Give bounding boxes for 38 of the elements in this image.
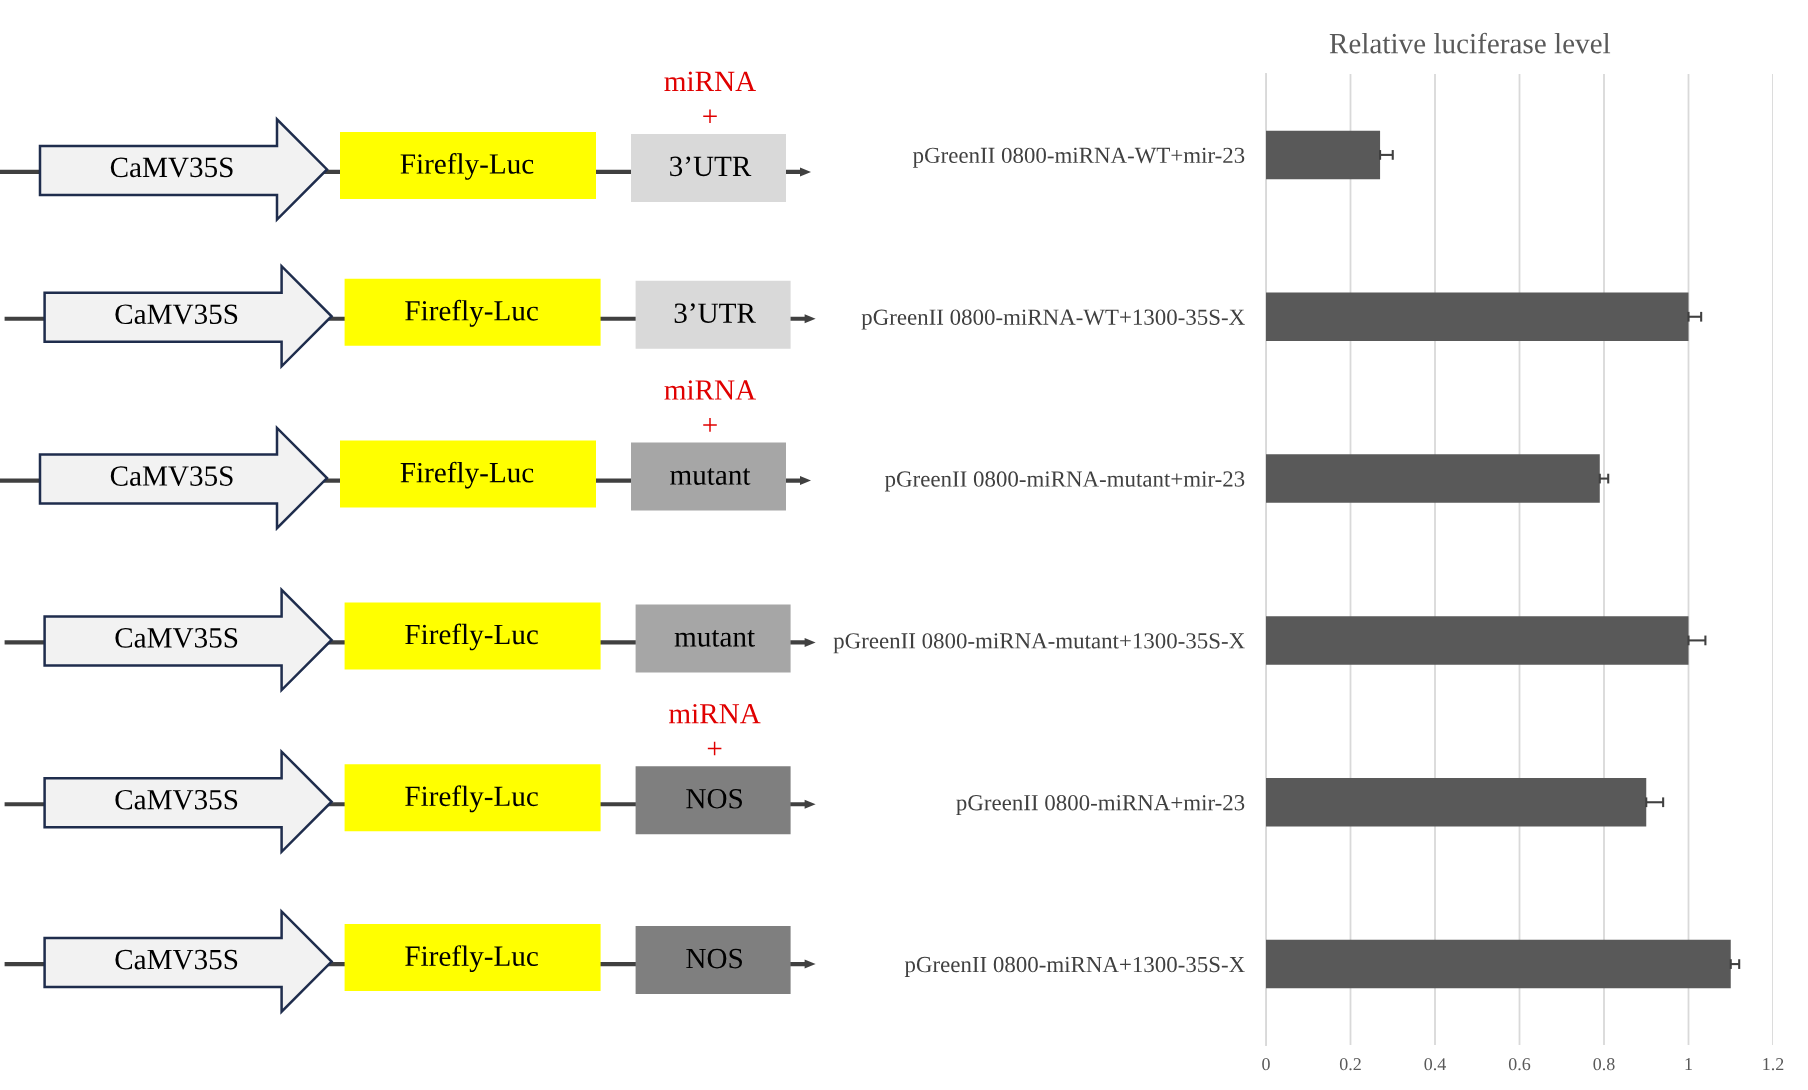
x-tick-label: 0.6 xyxy=(1508,1058,1531,1071)
text: + xyxy=(703,418,717,432)
y-tick-label: pGreenII 0800-miRNA-WT+1300-35S-X xyxy=(861,309,1245,330)
y-tick-label: pGreenII 0800-miRNA-mutant+mir-23 xyxy=(884,471,1245,492)
text: miRNA xyxy=(664,380,756,400)
text: CaMV35S xyxy=(110,157,233,178)
text: mutant xyxy=(674,630,755,647)
text: NOS xyxy=(686,788,742,809)
text: CaMV35S xyxy=(115,789,238,810)
y-tick-label: pGreenII 0800-miRNA-mutant+1300-35S-X xyxy=(833,633,1245,654)
text: NOS xyxy=(686,948,742,969)
text: miRNA xyxy=(664,71,756,91)
text: mutant xyxy=(670,468,751,485)
x-tick-label: 0 xyxy=(1262,1058,1270,1071)
text: Firefly-Luc xyxy=(405,623,538,651)
text: CaMV35S xyxy=(115,628,238,648)
text: Firefly-Luc xyxy=(400,461,534,489)
text: + xyxy=(703,109,717,124)
text: Firefly-Luc xyxy=(405,299,538,327)
text: + xyxy=(707,741,722,756)
y-tick-label: pGreenII 0800-miRNA-WT+mir-23 xyxy=(912,147,1245,168)
text: 3’UTR xyxy=(670,156,752,177)
y-tick-label: pGreenII 0800-miRNA+mir-23 xyxy=(956,794,1245,816)
text: Firefly-Luc xyxy=(405,785,538,813)
x-tick-label: 1.2 xyxy=(1763,1058,1784,1071)
x-tick-label: 1 xyxy=(1685,1058,1692,1071)
text: Firefly-Luc xyxy=(400,153,534,180)
chart-title: Relative luciferase level xyxy=(1329,32,1611,54)
text: 3’UTR xyxy=(674,303,756,324)
x-tick-label: 0.2 xyxy=(1339,1058,1361,1071)
text: miRNA xyxy=(669,703,761,724)
x-tick-label: 0.8 xyxy=(1593,1058,1615,1071)
text: Firefly-Luc xyxy=(405,945,538,972)
text: CaMV35S xyxy=(110,466,233,487)
x-tick-label: 0.4 xyxy=(1424,1058,1446,1071)
text: CaMV35S xyxy=(115,949,238,970)
text: CaMV35S xyxy=(115,304,238,325)
y-tick-label: pGreenII 0800-miRNA+1300-35S-X xyxy=(904,956,1245,977)
